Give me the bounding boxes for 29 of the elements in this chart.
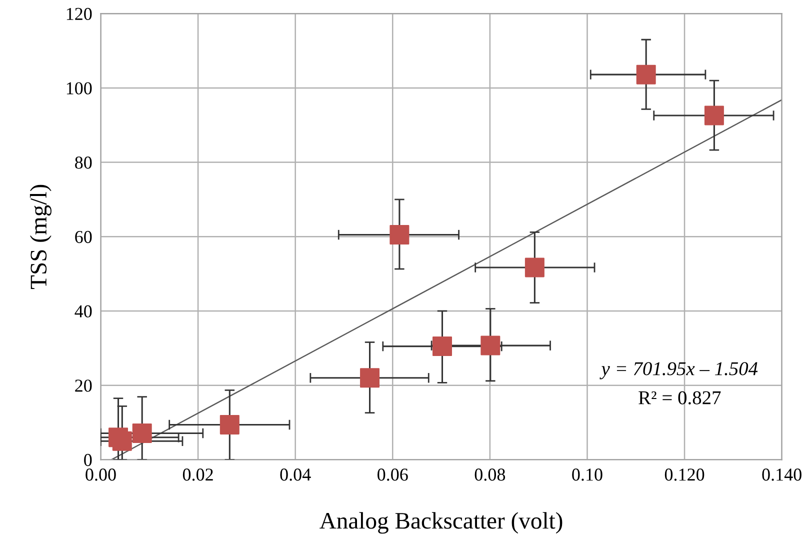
y-tick-label: 40: [74, 305, 92, 318]
y-axis-title: TSS (mg/l): [30, 184, 52, 290]
x-tick-label: 0.02: [182, 468, 213, 481]
y-tick-label: 60: [75, 230, 92, 244]
point: [132, 424, 152, 444]
y-tick-label: 80: [75, 156, 92, 169]
x-tick-label: 0.06: [378, 468, 408, 481]
point: [432, 336, 452, 356]
point: [704, 106, 724, 126]
x-tick-label: 0.00: [86, 468, 116, 481]
y-tick-label: 120: [66, 8, 92, 20]
point: [112, 431, 132, 451]
x-tick-label: 0.04: [280, 468, 311, 481]
x-tick-label: 0.140: [762, 468, 802, 481]
x-axis-title: Analog Backscatter (volt): [320, 512, 562, 534]
x-tick-label: 0.120: [664, 468, 704, 481]
annotation: y = 701.95x – 1.504: [600, 362, 758, 380]
point: [390, 225, 410, 245]
x-tick-label: 0.10: [572, 468, 602, 481]
y-tick-label: 0: [84, 454, 92, 466]
point: [360, 368, 380, 388]
y-tick-label: 20: [75, 380, 92, 392]
point: [480, 336, 500, 356]
y-tick-label: 100: [66, 82, 92, 94]
annotation: R² = 0.827: [638, 391, 721, 404]
point: [636, 64, 656, 84]
point: [220, 414, 240, 434]
point: [524, 258, 544, 278]
x-tick-label: 0.08: [474, 468, 506, 481]
